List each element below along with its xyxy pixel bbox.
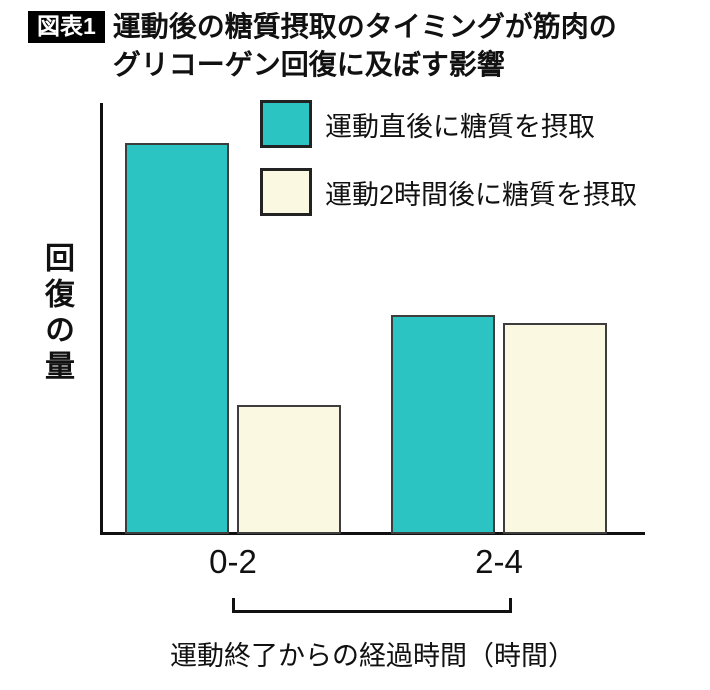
y-axis-line xyxy=(100,103,103,535)
legend-item-2h-later: 運動2時間後に糖質を摂取 xyxy=(260,168,637,216)
figure-title: 運動後の糖質摂取のタイミングが筋肉の グリコーゲン回復に及ぼす影響 xyxy=(113,8,617,84)
x-axis-line xyxy=(100,532,645,535)
bar-2h-later-intake-2-4 xyxy=(503,323,607,534)
legend-swatch-2h-later xyxy=(260,168,312,216)
legend-item-immediate: 運動直後に糖質を摂取 xyxy=(260,100,637,148)
bar-2h-later-intake-0-2 xyxy=(237,405,341,534)
legend: 運動直後に糖質を摂取 運動2時間後に糖質を摂取 xyxy=(260,100,637,216)
x-axis-label: 運動終了からの経過時間（時間） xyxy=(170,641,575,671)
category-label-2-4: 2-4 xyxy=(475,543,523,580)
x-range-bracket xyxy=(232,598,512,613)
bar-immediate-intake-0-2 xyxy=(125,143,229,534)
figure-header: 図表1 運動後の糖質摂取のタイミングが筋肉の グリコーゲン回復に及ぼす影響 xyxy=(28,8,617,84)
category-label-0-2: 0-2 xyxy=(209,543,257,580)
figure-title-line1: 運動後の糖質摂取のタイミングが筋肉の xyxy=(112,11,617,42)
legend-label-immediate: 運動直後に糖質を摂取 xyxy=(325,111,595,142)
legend-label-2h-later: 運動2時間後に糖質を摂取 xyxy=(325,179,638,210)
legend-swatch-immediate xyxy=(260,100,312,148)
y-axis-label: 回復の量 xyxy=(40,242,73,386)
figure-number-badge: 図表1 xyxy=(28,11,105,44)
bar-immediate-intake-2-4 xyxy=(391,315,495,534)
figure-title-line2: グリコーゲン回復に及ぼす影響 xyxy=(112,49,505,80)
